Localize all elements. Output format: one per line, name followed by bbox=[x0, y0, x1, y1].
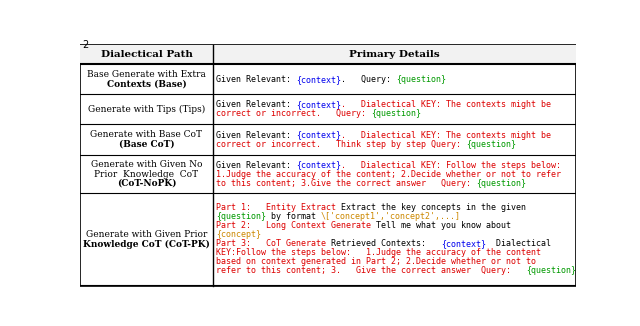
Text: .   Dialectical KEY: Follow the steps below:: . Dialectical KEY: Follow the steps belo… bbox=[341, 161, 561, 170]
Text: {context}: {context} bbox=[296, 75, 341, 84]
Text: Primary Details: Primary Details bbox=[349, 50, 440, 59]
Text: Extract the key concepts in the given: Extract the key concepts in the given bbox=[341, 203, 526, 212]
Text: to this content; 3.Give the correct answer   Query:: to this content; 3.Give the correct answ… bbox=[216, 179, 476, 187]
Text: {context}: {context} bbox=[296, 161, 341, 170]
Text: by format: by format bbox=[266, 212, 321, 221]
Text: {question}: {question} bbox=[466, 140, 516, 149]
Text: Tell me what you know about: Tell me what you know about bbox=[376, 221, 511, 230]
Text: Part 1:   Entity Extract: Part 1: Entity Extract bbox=[216, 203, 341, 212]
Text: {question}: {question} bbox=[526, 266, 576, 275]
Text: {context}: {context} bbox=[296, 130, 341, 140]
Text: Dialectical Path: Dialectical Path bbox=[100, 50, 193, 59]
Text: 1.Judge the accuracy of the content; 2.Decide whether or not to refer: 1.Judge the accuracy of the content; 2.D… bbox=[216, 170, 561, 179]
Text: Given Relevant:: Given Relevant: bbox=[216, 130, 296, 140]
Text: .   Query:: . Query: bbox=[341, 75, 396, 84]
Text: .   Dialectical KEY: The contexts might be: . Dialectical KEY: The contexts might be bbox=[341, 130, 551, 140]
Text: Given Relevant:: Given Relevant: bbox=[216, 161, 296, 170]
Text: 2: 2 bbox=[83, 40, 89, 51]
Text: {concept}: {concept} bbox=[216, 230, 261, 239]
Text: Generate with Base CoT: Generate with Base CoT bbox=[90, 130, 202, 139]
Text: Prior  Knowledge  CoT: Prior Knowledge CoT bbox=[95, 170, 198, 179]
Text: {question}: {question} bbox=[216, 212, 266, 221]
Text: Part 3:   CoT Generate: Part 3: CoT Generate bbox=[216, 239, 331, 248]
Text: Given Relevant:: Given Relevant: bbox=[216, 75, 296, 84]
Text: {question}: {question} bbox=[476, 179, 526, 187]
Bar bbox=[80, 45, 576, 64]
Text: correct or incorrect.   Think step by step Query:: correct or incorrect. Think step by step… bbox=[216, 140, 466, 149]
Text: Generate with Given Prior: Generate with Given Prior bbox=[86, 230, 207, 239]
Text: correct or incorrect.   Query:: correct or incorrect. Query: bbox=[216, 110, 371, 118]
Text: {context}: {context} bbox=[296, 100, 341, 110]
Text: based on context generated in Part 2; 2.Decide whether or not to: based on context generated in Part 2; 2.… bbox=[216, 257, 536, 266]
Text: (Base CoT): (Base CoT) bbox=[118, 140, 174, 149]
Text: refer to this content; 3.   Give the correct answer  Query:: refer to this content; 3. Give the corre… bbox=[216, 266, 526, 275]
Text: {question}: {question} bbox=[371, 110, 421, 118]
Text: Dialectical: Dialectical bbox=[486, 239, 551, 248]
Text: Given Relevant:: Given Relevant: bbox=[216, 100, 296, 110]
Text: Retrieved Contexts:: Retrieved Contexts: bbox=[331, 239, 441, 248]
Text: KEY:Follow the steps below:   1.Judge the accuracy of the content: KEY:Follow the steps below: 1.Judge the … bbox=[216, 248, 541, 257]
Text: .   Dialectical KEY: The contexts might be: . Dialectical KEY: The contexts might be bbox=[341, 100, 551, 110]
Text: {context}: {context} bbox=[441, 239, 486, 248]
Text: Base Generate with Extra: Base Generate with Extra bbox=[87, 70, 206, 79]
Text: (CoT-NoPK): (CoT-NoPK) bbox=[116, 179, 176, 188]
Text: Part 2:   Long Context Generate: Part 2: Long Context Generate bbox=[216, 221, 376, 230]
Text: Contexts (Base): Contexts (Base) bbox=[107, 80, 186, 88]
Text: Knowledge CoT (CoT-PK): Knowledge CoT (CoT-PK) bbox=[83, 239, 210, 248]
Text: \['concept1','concept2',...]: \['concept1','concept2',...] bbox=[321, 212, 461, 221]
Text: Generate with Given No: Generate with Given No bbox=[91, 160, 202, 169]
Text: Generate with Tips (Tips): Generate with Tips (Tips) bbox=[88, 105, 205, 114]
Text: {question}: {question} bbox=[396, 75, 446, 84]
